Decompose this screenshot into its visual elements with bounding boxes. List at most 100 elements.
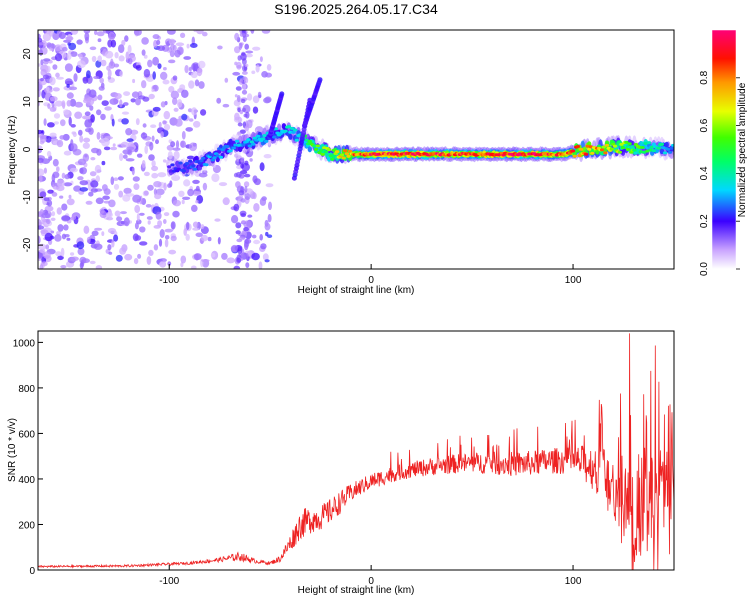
spectrogram-noise-blob: [137, 253, 142, 259]
spectrogram-ridge-cell: [305, 142, 311, 146]
spectrogram-noise-blob: [52, 171, 60, 179]
spectrogram-noise-blob: [60, 265, 67, 269]
spectrogram-noise-blob: [60, 119, 66, 127]
spectrogram-noise-blob: [252, 95, 260, 104]
spectrogram-noise-blob: [170, 235, 177, 242]
spectrogram-noise-blob: [186, 155, 195, 160]
spectrogram-noise-blob: [157, 172, 167, 178]
spectrogram-noise-blob: [77, 247, 85, 256]
spectrogram-ridge-cell: [603, 151, 608, 155]
colorbar-ticks: 0.0 0.2 0.4 0.6 0.8: [699, 70, 740, 276]
spectrogram-noise-blob: [45, 86, 50, 92]
spectrogram-noise-blob: [133, 258, 139, 265]
spectrogram-noise-blob: [244, 173, 251, 178]
spectrogram-noise-blob: [141, 37, 149, 45]
spectrogram-noise-blob: [82, 142, 90, 149]
spectrogram-noise-blob: [70, 143, 78, 152]
spectrogram-ridge-cell: [583, 152, 589, 156]
spectrogram-ridge-cell: [641, 150, 647, 154]
spectrogram-noise-blob: [101, 100, 109, 106]
spectrogram-noise-blob: [139, 241, 148, 246]
spectrogram-noise-blob: [66, 198, 75, 206]
spectrogram-noise-blob: [100, 59, 107, 67]
spectrogram-noise-blob: [158, 121, 162, 128]
spectrogram-noise-blob: [197, 60, 206, 69]
spectrogram-noise-blob: [116, 216, 123, 222]
spectrogram-ridge-cell: [231, 146, 236, 150]
spectrogram-noise-blob: [123, 102, 129, 106]
spectrogram-noise-blob: [267, 234, 273, 238]
spectrogram-noise-blob: [122, 154, 128, 159]
spectrogram-noise-blob: [186, 43, 190, 49]
spectrogram-noise-blob: [147, 220, 151, 225]
snr-panel: -100 0 100 0 200 400 600 800 1000 Height of str…: [7, 330, 675, 596]
spectrogram-ridge-cell: [335, 150, 340, 154]
spectrogram-noise-blob: [188, 142, 198, 152]
spectrogram-ridge-cell: [320, 152, 325, 156]
spectrogram-noise-blob: [180, 140, 186, 148]
spectrogram-noise-blob: [152, 106, 161, 112]
spectrogram-noise-blob: [241, 89, 248, 95]
spectrogram-noise-blob: [50, 217, 56, 221]
spectrogram-noise-blob: [53, 113, 61, 119]
spectrogram-noise-blob: [99, 210, 108, 219]
spectrogram-ridge-cell: [575, 145, 581, 148]
spectrogram-noise-blob: [210, 252, 216, 258]
spectrogram-noise-blob: [45, 244, 50, 250]
spectrogram-noise-blob: [200, 234, 208, 242]
spectrogram-noise-blob: [146, 216, 153, 220]
spectrogram-ridge-cell: [666, 147, 671, 151]
spectrogram-noise-blob: [97, 38, 102, 43]
spectrogram-ridge-cell: [323, 150, 329, 154]
spectrogram-noise-blob: [139, 212, 145, 216]
spectrogram-noise-blob: [95, 175, 101, 183]
spectrogram-ridge-cell: [590, 151, 595, 155]
spectrogram-noise-blob: [63, 224, 69, 231]
spectrogram-ridge-cell: [288, 133, 293, 140]
spectrogram-noise-blob: [118, 55, 125, 62]
spectrogram-noise-blob: [47, 103, 51, 109]
spectrogram-noise-blob: [262, 253, 269, 261]
spectrogram-noise-blob: [84, 111, 91, 116]
spectrogram-streak-cell: [279, 91, 285, 97]
spectrogram-noise-blob: [49, 106, 57, 112]
spectrogram-x-axis-label: Height of straight line (km): [298, 285, 415, 296]
spectrogram-noise-blob: [66, 52, 72, 60]
spectrogram-noise-blob: [89, 46, 97, 51]
spectrogram-noise-blob: [237, 107, 241, 113]
spectrogram-noise-blob: [187, 188, 195, 197]
spectrogram-ridge-cell: [262, 134, 267, 137]
spectrogram-noise-blob: [42, 74, 50, 80]
spectrogram-noise-blob: [135, 118, 140, 126]
spectrogram-noise-blob: [102, 195, 110, 200]
spectrogram-noise-blob: [119, 247, 127, 255]
spectrogram-noise-blob: [149, 141, 154, 151]
spectrogram-noise-blob: [123, 187, 132, 195]
spectrogram-noise-blob: [181, 113, 188, 121]
spectrogram-ridge-cell: [619, 142, 624, 146]
spectrogram-noise-blob: [234, 32, 240, 41]
snr-x-tick-label: 100: [565, 576, 582, 587]
spectrogram-ridge-cell: [620, 146, 626, 150]
spectrogram-noise-blob: [235, 86, 242, 91]
spectrogram-ridge-cell: [637, 145, 642, 149]
spectrogram-noise-blob: [140, 132, 148, 139]
spectrogram-noise-blob: [56, 231, 61, 236]
spectrogram-y-ticks: -20 -10 0 10 20: [22, 48, 43, 252]
spectrogram-y-tick-label: 0: [22, 146, 33, 152]
spectrogram-noise-blob: [43, 197, 50, 202]
spectrogram-noise-blob: [188, 66, 192, 72]
spectrogram-ridge-cell: [671, 143, 674, 147]
spectrogram-noise-blob: [158, 261, 166, 268]
spectrogram-noise-blob: [264, 96, 272, 103]
spectrogram-noise-blob: [110, 146, 118, 151]
spectrogram-noise-blob: [235, 230, 241, 235]
spectrogram-noise-blob: [125, 51, 130, 61]
spectrogram-ridge-cell: [178, 161, 183, 165]
spectrogram-noise-blob: [65, 80, 74, 86]
spectrogram-noise-blob: [151, 135, 155, 142]
spectrogram-noise-blob: [163, 123, 171, 131]
spectrogram-noise-blob: [127, 141, 134, 147]
spectrogram-noise-blob: [240, 52, 247, 61]
spectrogram-ridge-cell: [246, 138, 251, 142]
